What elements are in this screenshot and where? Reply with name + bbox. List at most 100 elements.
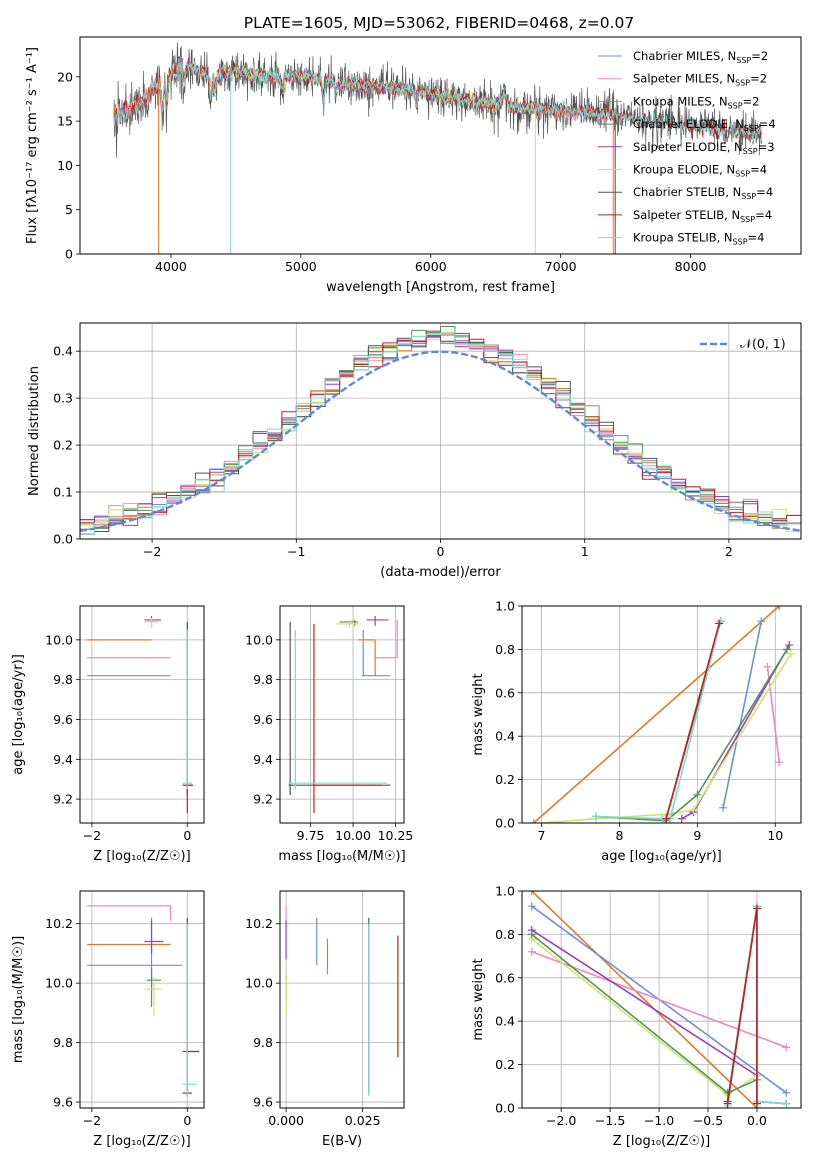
y-tick-label: 10: [57, 158, 73, 173]
errorbar-salpeter-miles: [87, 905, 172, 921]
weight-line: [766, 666, 780, 763]
weight-series-salpeter-miles: [763, 662, 784, 767]
axes-frame: [79, 605, 205, 824]
y-tick-label: 0.4: [495, 729, 515, 744]
y-tick-label: 10.2: [245, 916, 273, 931]
errorbar-chabrier-elodie: [339, 619, 359, 626]
weight-marker: [752, 904, 761, 913]
y-tick-label: 0.0: [495, 816, 515, 831]
x-axis-label: age [log₁₀(age/yr)]: [601, 849, 722, 864]
legend: Chabrier MILES, NSSP=2 Salpeter MILES, NS…: [598, 49, 776, 247]
axes-frame: [521, 605, 802, 824]
y-tick-label: 0.4: [53, 344, 73, 359]
y-axis-label: mass weight: [471, 673, 486, 755]
histogram-kroupa-stelib: [80, 332, 801, 535]
weight-marker: [782, 1043, 791, 1052]
weight-series-chabrier-elodie: [527, 930, 761, 1097]
weight-series-chabrier-miles: [719, 617, 766, 812]
errorbar-salpeter-elodie: [144, 615, 162, 626]
weight-line: [722, 621, 763, 808]
y-tick-label: 9.6: [253, 712, 273, 727]
spectrum-line-salpeter-stelib: [113, 59, 763, 142]
legend-label: Salpeter STELIB, NSSP=4: [633, 208, 772, 224]
weight-line: [533, 606, 780, 823]
y-tick-label: 10.0: [45, 976, 73, 991]
x-tick-label: −1.0: [644, 1113, 674, 1128]
x-tick-label: 0.025: [345, 1113, 381, 1128]
weight-marker: [527, 930, 536, 939]
y-tick-label: 10.0: [245, 632, 273, 647]
errorbar-chabrier-miles: [361, 629, 391, 677]
y-tick-label: 9.8: [53, 672, 73, 687]
x-axis-label: mass [log₁₀(M/M☉)]: [278, 849, 405, 864]
axes-frame: [79, 36, 802, 255]
axes-frame: [521, 890, 802, 1109]
y-tick-label: 1.0: [495, 599, 515, 614]
plot-area: [113, 42, 763, 254]
weight-marker: [537, 819, 546, 823]
y-tick-label: 9.6: [53, 712, 73, 727]
weight-marker: [527, 891, 536, 895]
y-axis-label: mass weight: [471, 958, 486, 1040]
x-tick-label: 9.75: [297, 828, 325, 843]
x-tick-label: −1.5: [595, 1113, 625, 1128]
y-tick-label: 0.1: [53, 485, 73, 500]
weight-marker: [677, 814, 686, 823]
y-tick-label: 0.2: [53, 438, 73, 453]
y-tick-label: 10.2: [45, 916, 73, 931]
x-tick-label: 10: [767, 828, 783, 843]
weight-line: [541, 653, 792, 823]
panel-age_vs_Z: −2 0 9.2 9.4 9.6 9.8 10.0 Z [log₁₀(Z/Z☉)] age [l…: [11, 605, 205, 864]
y-tick-label: 9.4: [53, 752, 73, 767]
legend-label: Kroupa ELODIE, NSSP=4: [633, 163, 767, 179]
x-tick-label: 2: [725, 544, 733, 559]
x-tick-label: 1: [581, 544, 589, 559]
errorbar-salpeter-miles: [375, 619, 398, 659]
legend-label: Chabrier ELODIE, NSSP=4: [633, 117, 776, 133]
weight-marker: [527, 902, 536, 911]
y-tick-label: 9.8: [253, 672, 273, 687]
weight-series-salpeter-elodie: [527, 926, 761, 1080]
axes-frame: [279, 890, 405, 1109]
weight-marker: [716, 617, 725, 626]
errorbar-kroupa-stelib: [182, 629, 193, 790]
ticks: 9.75 10.00 10.25 9.2 9.4 9.6 9.8 10.0: [245, 606, 413, 843]
x-tick-label: −1: [287, 544, 305, 559]
weight-marker: [529, 819, 538, 823]
x-tick-label: 0: [183, 1113, 191, 1128]
weight-marker: [723, 1099, 732, 1108]
ticks: −2 0 9.6 9.8 10.0 10.2: [45, 891, 204, 1128]
errorbar-kroupa-elodie: [144, 977, 162, 1016]
ticks: 7 8 9 10 0.0 0.2 0.4 0.6 0.8 1.0: [495, 599, 801, 843]
weight-marker: [715, 619, 724, 628]
weight-marker: [763, 662, 772, 671]
weight-series-salpeter-stelib: [723, 904, 761, 1108]
weight-line: [531, 891, 758, 1108]
y-tick-label: 9.8: [253, 1035, 273, 1050]
y-tick-label: 9.6: [53, 1095, 73, 1110]
legend-label: Salpeter ELODIE, NSSP=3: [633, 140, 775, 156]
x-tick-label: 10.00: [335, 828, 371, 843]
panel-residual_hist: −2 −1 0 1 2 0.0 0.1 0.2 0.3 0.4 (data-model)/error…: [27, 322, 802, 580]
weight-line: [665, 623, 720, 819]
y-tick-label: 0.6: [495, 685, 515, 700]
x-tick-label: −2: [143, 544, 161, 559]
y-tick-label: 0.0: [53, 532, 73, 547]
errorbar-salpeter-elodie: [144, 920, 164, 954]
y-tick-label: 0.0: [495, 1101, 515, 1116]
weight-line: [595, 621, 722, 820]
weight-line: [531, 929, 758, 1077]
weight-series-salpeter-stelib: [662, 619, 724, 823]
y-axis-label: Flux [fλ10⁻¹⁷ erg cm⁻² s⁻¹ A⁻¹]: [25, 47, 40, 244]
x-tick-label: −0.5: [693, 1113, 723, 1128]
panel-spectrum: 4000 5000 6000 7000 8000 0 5 10 15 20 wavelength […: [25, 36, 802, 295]
weight-marker: [782, 1088, 791, 1097]
weight-marker: [782, 1099, 791, 1108]
panel-mass_vs_ebv: 0.000 0.025 9.6 9.8 10.0 10.2 E(B-V): [245, 890, 405, 1149]
axes-frame: [79, 322, 802, 540]
y-tick-label: 0.8: [495, 642, 515, 657]
y-tick-label: 5: [65, 202, 73, 217]
errorbar-chabrier-stelib: [184, 621, 193, 796]
